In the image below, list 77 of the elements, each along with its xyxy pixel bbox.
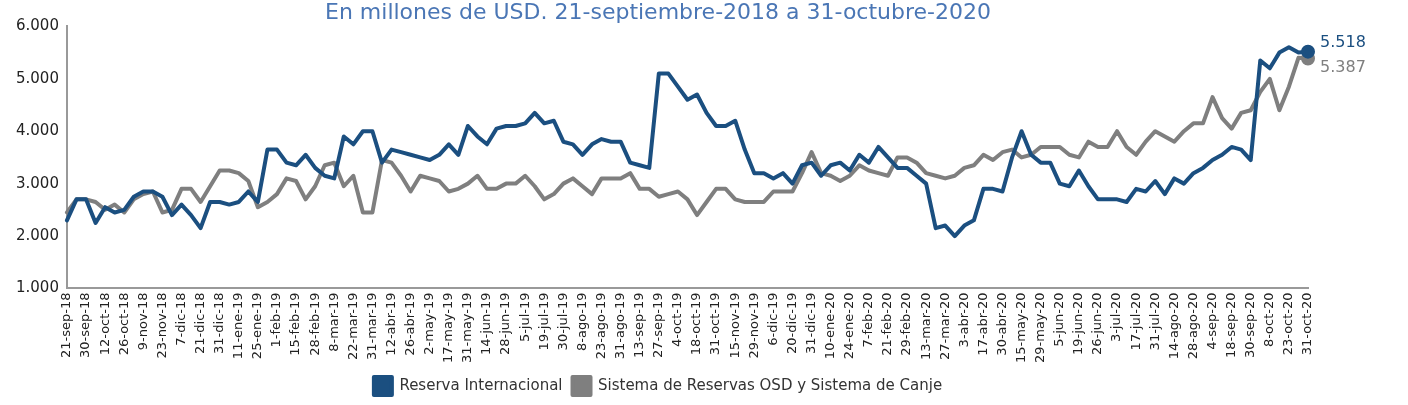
x-tick-label: 31-oct-19 xyxy=(707,292,723,356)
x-tick-label: 31-ago-19 xyxy=(612,292,628,360)
x-tick-label: 12-oct-18 xyxy=(96,292,112,356)
x-tick-label: 31-dic-18 xyxy=(211,292,227,354)
x-tick-label: 20-dic-19 xyxy=(783,292,799,354)
x-tick-label: 17-abr-20 xyxy=(974,292,990,356)
x-tick-label: 8-ago-19 xyxy=(573,292,589,352)
x-tick-label: 27-mar-20 xyxy=(936,292,952,361)
x-tick-label: 4-sep-20 xyxy=(1203,292,1219,350)
x-tick-label: 24-ene-20 xyxy=(841,292,857,360)
x-tick-label: 14-ago-20 xyxy=(1165,292,1181,360)
x-tick-label: 9-nov-18 xyxy=(134,292,150,351)
x-tick-label: 2-may-19 xyxy=(421,292,437,355)
y-tick-label: 2.000 xyxy=(15,225,59,244)
x-tick-label: 3-abr-20 xyxy=(955,292,971,348)
x-tick-label: 21-dic-18 xyxy=(191,292,207,354)
x-tick-label: 30-sep-20 xyxy=(1242,292,1258,358)
x-tick-label: 26-jun-20 xyxy=(1089,292,1105,355)
x-tick-label: 8-mar-19 xyxy=(325,292,341,352)
x-tick-label: 7-dic-18 xyxy=(172,292,188,346)
data-label: 5.518 xyxy=(1320,31,1366,51)
x-tick-label: 15-feb-19 xyxy=(287,292,303,356)
x-tick-label: 28-ago-20 xyxy=(1184,292,1200,360)
x-tick-label: 31-may-19 xyxy=(459,292,475,363)
x-tick-label: 26-abr-19 xyxy=(401,292,417,356)
y-tick-label: 4.000 xyxy=(15,121,59,140)
x-tick-label: 4-oct-19 xyxy=(669,292,685,348)
x-tick-label: 12-abr-19 xyxy=(382,292,398,356)
x-tick-label: 14-jun-19 xyxy=(478,292,494,355)
x-tick-label: 26-oct-18 xyxy=(115,292,131,356)
x-tick-label: 11-ene-19 xyxy=(230,292,246,360)
x-tick-label: 17-jul-20 xyxy=(1127,292,1143,351)
x-tick-label: 15-nov-19 xyxy=(726,292,742,359)
x-tick-label: 3-jul-20 xyxy=(1108,292,1124,343)
x-tick-label: 18-sep-20 xyxy=(1223,292,1238,358)
x-tick-label: 29-nov-19 xyxy=(745,292,761,359)
legend-label: Reserva Internacional xyxy=(399,375,563,394)
x-tick-label: 23-nov-18 xyxy=(153,292,169,359)
x-tick-label: 21-feb-20 xyxy=(879,292,895,356)
x-tick-label: 22-mar-19 xyxy=(344,292,360,361)
x-tick-label: 18-oct-19 xyxy=(688,292,704,356)
chart-subtitle: En millones de USD. 21-septiembre-2018 a 31-octubre-2020 xyxy=(325,0,991,24)
x-tick-label: 8-oct-20 xyxy=(1261,292,1277,348)
x-tick-label: 23-oct-20 xyxy=(1280,292,1296,356)
x-tick-label: 1-feb-19 xyxy=(268,292,284,348)
x-tick-label: 19-jun-20 xyxy=(1070,292,1086,355)
x-tick-label: 6-dic-19 xyxy=(764,292,780,346)
y-tick-label: 3.000 xyxy=(15,173,59,192)
x-tick-label: 19-jul-19 xyxy=(535,292,551,351)
x-tick-label: 25-ene-19 xyxy=(249,292,265,360)
x-tick-label: 23-ago-19 xyxy=(592,292,608,360)
x-tick-label: 29-may-20 xyxy=(1032,292,1048,363)
y-tick-label: 5.000 xyxy=(15,68,59,87)
x-tick-label: 13-sep-19 xyxy=(631,292,647,358)
y-tick-label: 1.000 xyxy=(15,278,59,297)
x-tick-label: 27-sep-19 xyxy=(650,292,666,358)
x-tick-label: 31-mar-19 xyxy=(363,292,379,361)
x-tick-label: 28-jun-19 xyxy=(497,292,513,355)
x-tick-label: 17-may-19 xyxy=(440,292,456,363)
x-tick-label: 30-sep-18 xyxy=(77,292,93,358)
data-label: 5.387 xyxy=(1320,56,1366,76)
x-tick-label: 10-ene-20 xyxy=(822,292,838,360)
x-tick-label: 31-dic-19 xyxy=(802,292,818,354)
x-tick-label: 28-feb-19 xyxy=(306,292,322,356)
x-tick-label: 5-jul-19 xyxy=(516,292,532,343)
x-tick-label: 21-sep-18 xyxy=(58,292,74,358)
x-tick-label: 30-jul-19 xyxy=(554,292,570,351)
x-tick-label: 31-jul-20 xyxy=(1146,292,1162,351)
x-tick-label: 29-feb-20 xyxy=(898,292,914,356)
y-tick-label: 6.000 xyxy=(15,16,59,35)
x-tick-label: 15-may-20 xyxy=(1012,292,1028,363)
x-tick-label: 5-jun-20 xyxy=(1051,292,1067,347)
x-tick-label: 7-feb-20 xyxy=(860,292,876,348)
x-tick-label: 31-oct-20 xyxy=(1299,292,1315,356)
legend-label: Sistema de Reservas OSD y Sistema de Canje xyxy=(598,375,943,394)
x-tick-label: 13-mar-20 xyxy=(917,292,933,361)
x-tick-label: 30-abr-20 xyxy=(993,292,1009,356)
